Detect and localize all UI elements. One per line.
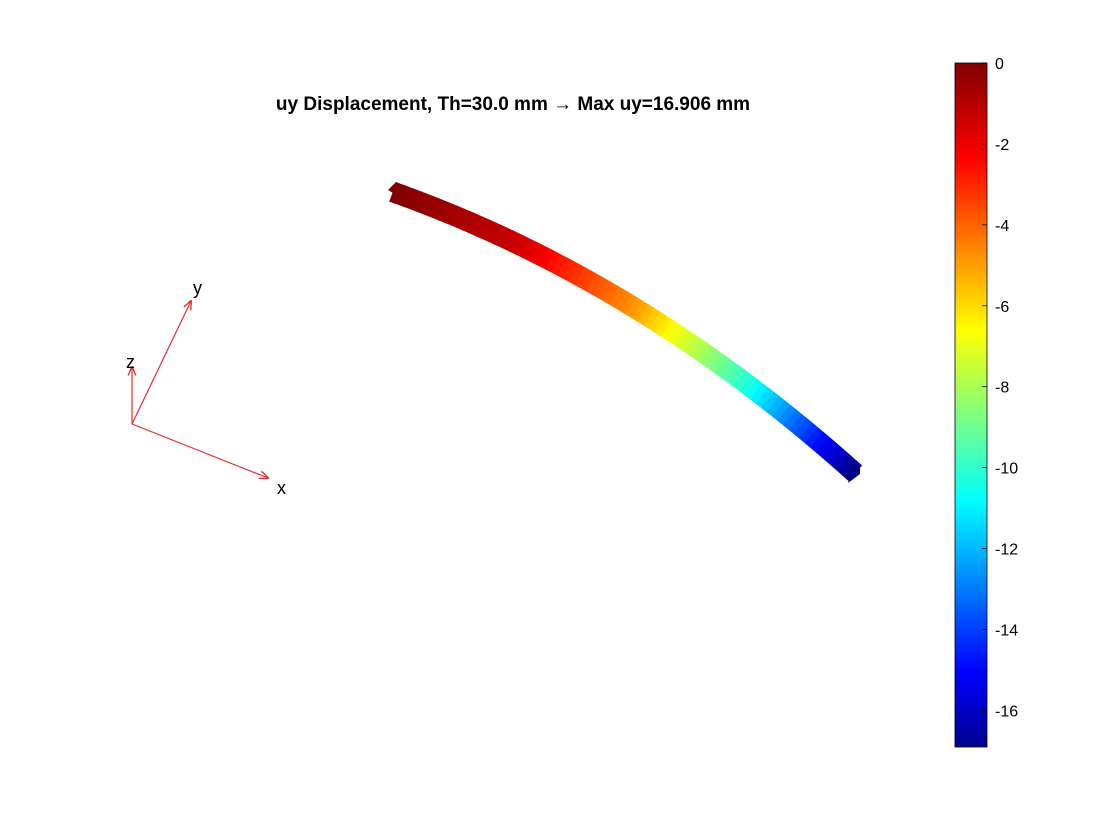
triad-z-label: z [126, 352, 135, 372]
colorbar-tick-label: 0 [995, 56, 1004, 73]
colorbar-tick-label: -2 [995, 137, 1009, 154]
triad-y-axis [131, 301, 191, 425]
colorbar-tick-label: -16 [995, 703, 1018, 720]
beam-fixed-end-cap [388, 182, 408, 196]
colorbar-tick-label: -14 [995, 622, 1018, 639]
triad-y-label: y [193, 278, 202, 298]
colorbar-gradient [954, 62, 988, 748]
colorbar-tick-label: -10 [995, 461, 1018, 478]
colorbar-tick-label: -6 [995, 299, 1009, 316]
colorbar-tick-label: -8 [995, 380, 1009, 397]
beam-free-end-cap [848, 463, 860, 483]
triad-x-label: x [277, 478, 286, 498]
chart-title: uy Displacement, Th=30.0 mm → Max uy=16.… [276, 94, 750, 115]
triad-x-axis [131, 423, 268, 478]
colorbar-tick-label: -12 [995, 542, 1018, 559]
orientation-triad: x y z [126, 278, 286, 498]
colorbar-tick-label: -4 [995, 218, 1009, 235]
beam-plot [388, 182, 863, 483]
colorbar: 0 -2 -4 -6 -8 -10 -12 -14 -16 [954, 56, 1018, 748]
